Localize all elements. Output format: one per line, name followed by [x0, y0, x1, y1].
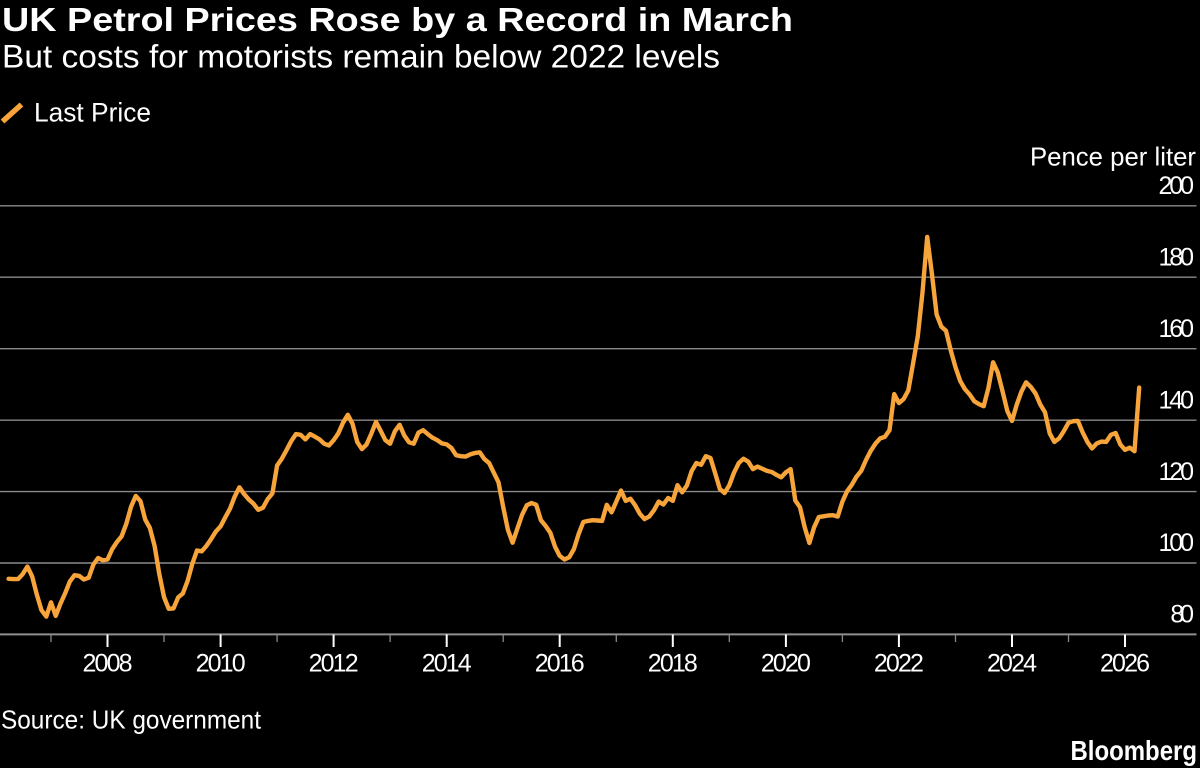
svg-text:2016: 2016	[535, 650, 585, 678]
svg-text:2022: 2022	[874, 650, 924, 678]
svg-text:Last Price: Last Price	[34, 98, 151, 128]
svg-text:140: 140	[1159, 386, 1195, 414]
svg-text:2020: 2020	[761, 650, 811, 678]
svg-text:100: 100	[1159, 529, 1195, 557]
svg-text:2012: 2012	[309, 650, 359, 678]
svg-text:2018: 2018	[648, 650, 698, 678]
svg-text:2026: 2026	[1100, 650, 1150, 678]
svg-text:2008: 2008	[83, 650, 133, 678]
svg-text:200: 200	[1159, 172, 1195, 200]
svg-text:Bloomberg: Bloomberg	[1071, 735, 1198, 766]
svg-text:180: 180	[1159, 243, 1195, 271]
svg-text:120: 120	[1159, 458, 1195, 486]
svg-text:Pence per liter: Pence per liter	[1030, 142, 1196, 172]
svg-text:But costs for motorists remain: But costs for motorists remain below 202…	[2, 39, 720, 75]
svg-text:80: 80	[1170, 601, 1194, 629]
svg-text:UK Petrol Prices Rose by a Rec: UK Petrol Prices Rose by a Record in Mar…	[2, 1, 793, 38]
svg-text:2010: 2010	[196, 650, 246, 678]
svg-text:2014: 2014	[422, 650, 472, 678]
svg-text:160: 160	[1159, 315, 1195, 343]
svg-text:2024: 2024	[987, 650, 1037, 678]
svg-text:Source: UK government: Source: UK government	[1, 705, 262, 735]
